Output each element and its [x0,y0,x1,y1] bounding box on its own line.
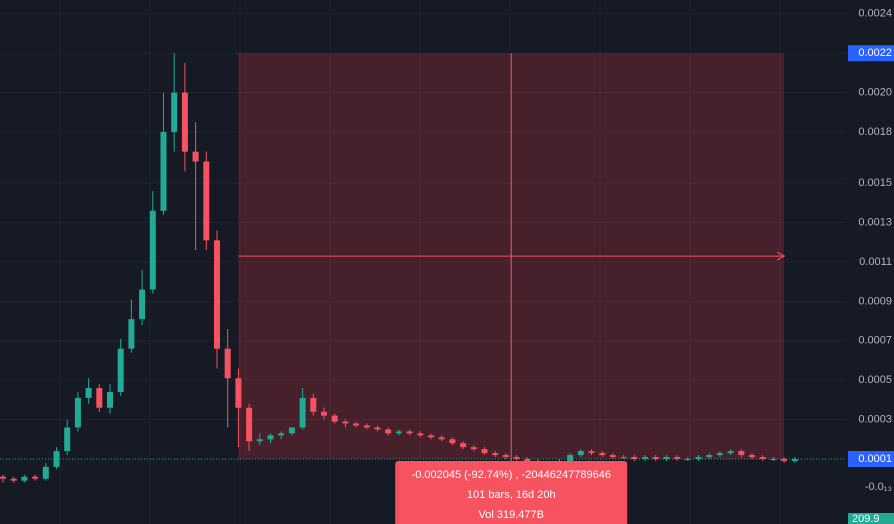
candle-body [74,397,81,428]
y-tick-label-bottom: -0.0₁₃ [865,481,892,493]
y-tick-label: 0.0018 [858,126,892,138]
candle-body [353,423,360,426]
candle-body [524,458,531,461]
candle-body [0,476,6,479]
measure-tooltip-line: 101 bars, 16d 20h [467,489,556,501]
candle-body [567,455,574,461]
measure-tooltip-line: -0.002045 (-92.74%) , -20446247789646 [412,469,611,481]
y-tick-label: 0.0024 [858,8,892,20]
candle-body [117,348,124,393]
candle-body [53,451,60,467]
y-tick-label: 0.0011 [859,256,892,268]
y-tick-label: 0.0005 [858,374,892,386]
candle-body [749,455,755,458]
candle-body [652,457,659,459]
y-tick-label: 0.0013 [858,217,892,229]
candle-body [588,451,595,454]
candle-body [214,240,220,349]
candle-body [470,447,477,450]
candle-body [278,433,285,436]
candle-body [770,458,777,460]
measure-tooltip [395,461,628,524]
candle-body [385,429,392,434]
candle-body [438,437,445,440]
candle-body [481,449,488,454]
price-marker-label: 0.0001 [858,453,892,465]
candle-body [492,453,499,456]
candle-body [192,151,199,162]
candle-body [267,435,274,440]
candle-body [310,397,317,412]
measure-tooltip-line: Vol 319.477B [479,509,544,521]
candle-body [609,455,616,458]
candle-body [695,457,702,459]
candle-body [288,427,295,434]
candle-body [256,439,263,442]
candle-body [331,415,338,422]
candle-body [460,443,467,448]
candle-body [363,425,370,428]
candle-body [674,457,681,459]
candle-body [224,348,231,379]
price-marker-box [848,45,894,62]
candle-body [417,433,424,436]
y-tick-label: 0.0003 [858,414,892,426]
candle-body [759,457,766,459]
candle-body [513,457,520,459]
candle-body [395,431,402,434]
candle-body [631,457,638,459]
candle-body [85,388,92,398]
candle-body [299,397,306,428]
candle-body [321,411,327,416]
candle-body [139,289,146,320]
candle-body [620,457,627,459]
candle-body [374,427,381,430]
candle-body [428,435,434,438]
candle-body [149,210,156,290]
candle-body [128,319,135,349]
candle-body [21,476,28,481]
candle-body [663,457,670,459]
candle-body [727,451,734,454]
candle-body [203,161,210,241]
candle-body [706,455,713,458]
y-tick-label: 0.0020 [858,86,892,98]
candle-body [791,458,798,461]
candle-body [342,421,349,424]
candle-body [716,453,723,456]
candle-body [599,453,606,456]
y-tick-label: 0.0009 [858,295,892,307]
candle-body [32,476,39,479]
candle-body [107,392,113,408]
candle-body [10,478,17,481]
y-tick-label: 0.0015 [858,177,892,189]
volume-marker-box [848,513,894,524]
measure-arrow-head [776,251,786,261]
price-marker-label: 0.0022 [858,47,892,59]
candle-body [449,439,456,444]
candle-body [96,388,103,408]
candle-body [235,378,242,408]
candle-body [738,451,745,456]
y-tick-label: 0.0007 [858,335,892,347]
candle-body [42,466,49,479]
candle-body [642,457,648,459]
candle-body [406,431,413,434]
candle-body [577,451,584,456]
candle-body [502,455,509,458]
candle-body [181,92,188,152]
candle-body [246,407,253,442]
candle-body [781,458,788,461]
candle-body [64,427,71,452]
volume-marker-label: 209.9 [852,513,880,524]
candle-body [160,131,167,211]
candle-body [171,92,178,132]
price-marker-box [848,450,894,467]
